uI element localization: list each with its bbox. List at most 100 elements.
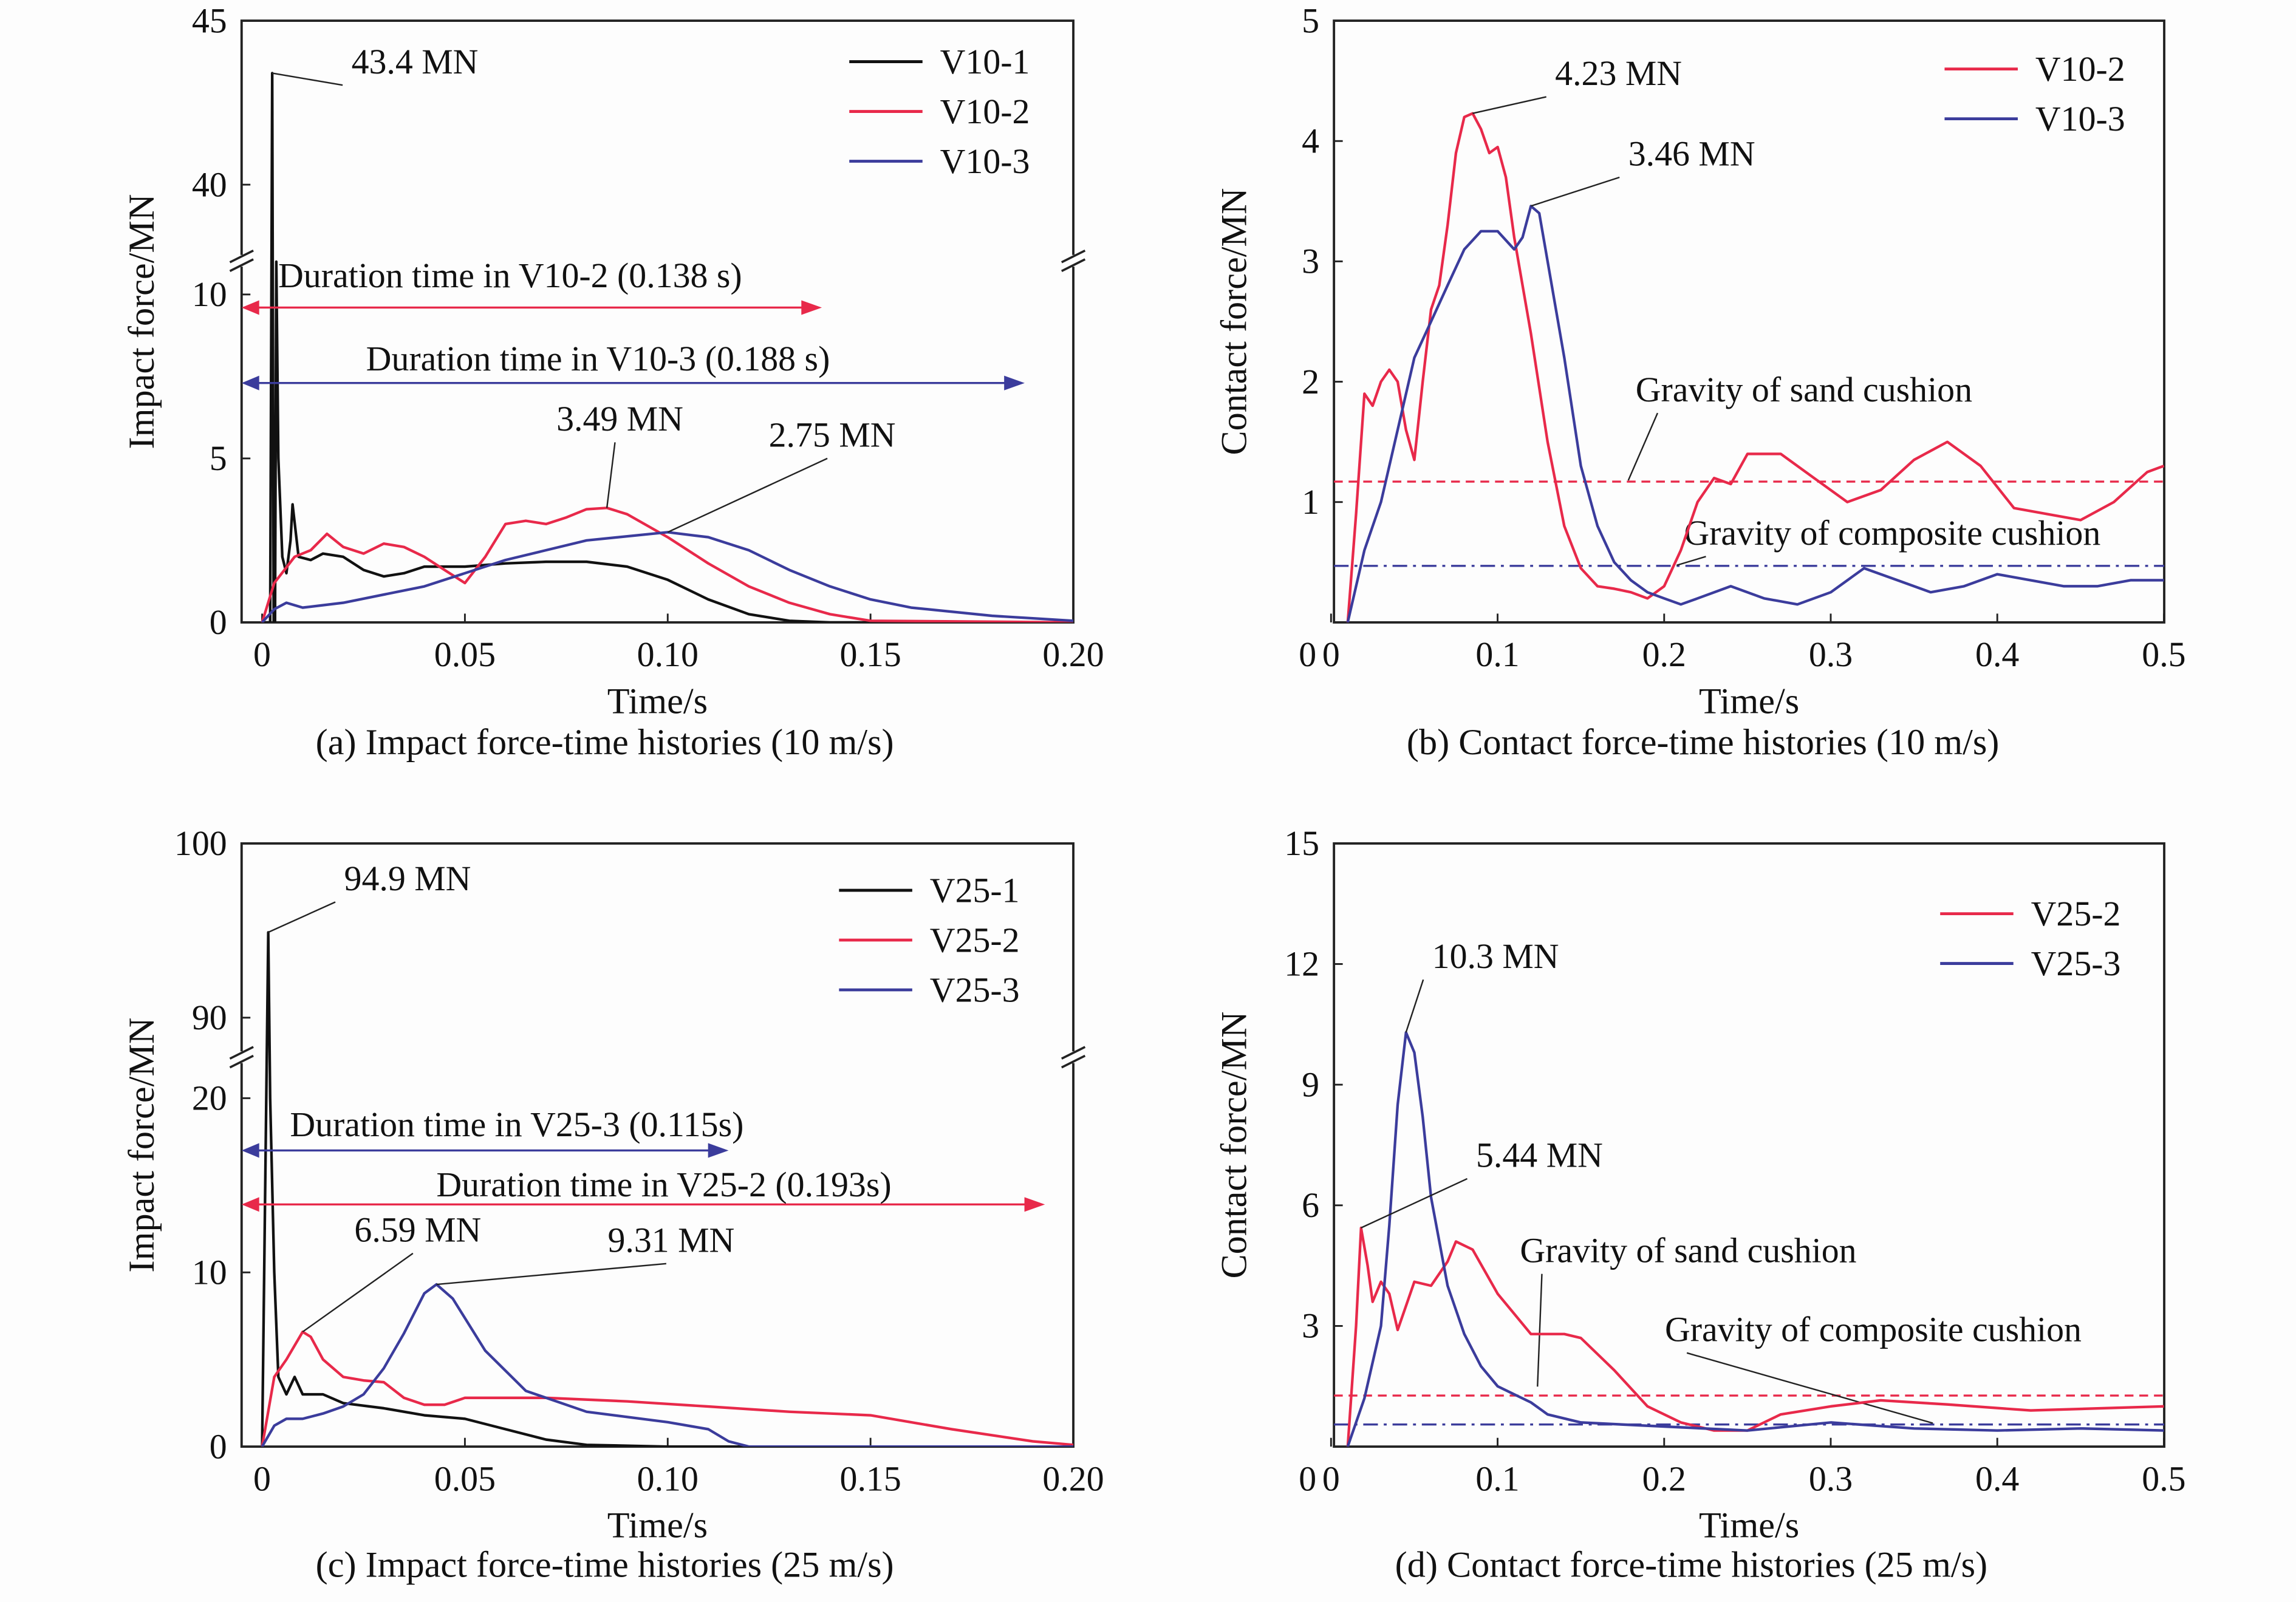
x-tick-label: 0	[1322, 1459, 1340, 1498]
x-tick-label: 0.5	[2142, 1459, 2185, 1498]
chart-panel-c: 0 0.05 0.10 0.15 0.20 0 10 20 90 100 Time/s Impact …	[121, 823, 1104, 1585]
chart-caption: (a) Impact force-time histories (10 m/s)	[316, 722, 894, 763]
x-tick-label: 0.10	[637, 1459, 699, 1498]
series-line-V10-3	[1346, 205, 2164, 622]
y-axis-label: Contact force/MN	[1214, 188, 1255, 455]
y-tick-label: 0	[210, 602, 227, 642]
x-tick-label: 0.3	[1809, 635, 1853, 674]
series-line-V25-1	[261, 931, 1074, 1447]
duration-arrowhead-left	[241, 375, 259, 390]
annotation-label: 3.49 MN	[556, 399, 683, 438]
x-tick-label: 0.1	[1475, 1459, 1519, 1498]
series-line-V10-1	[262, 72, 1074, 622]
x-tick-label: 0	[253, 635, 271, 674]
x-axis-label: Time/s	[607, 1505, 708, 1546]
x-tick-label: 0	[253, 1459, 271, 1498]
y-axis-label: Impact force/MN	[121, 1018, 162, 1273]
y-tick-label: 100	[174, 823, 227, 863]
legend-label: V25-1	[930, 870, 1020, 910]
annotation-label: 9.31 MN	[607, 1221, 734, 1260]
y-tick-label: 10	[192, 274, 227, 314]
series-line-V10-2	[1346, 112, 2165, 622]
x-tick-label: 0.05	[434, 1459, 496, 1498]
legend-label: V25-2	[2031, 894, 2121, 933]
legend-label: V25-3	[930, 970, 1020, 1009]
x-axis-label: Time/s	[607, 681, 708, 721]
y-tick-label: 40	[192, 165, 227, 204]
x-tick-label: 0.10	[637, 635, 699, 674]
y-tick-label: 45	[192, 1, 227, 40]
origin-tick-label: 0	[1299, 1459, 1316, 1498]
axis-break-mark	[229, 249, 254, 264]
origin-tick-label: 0	[1299, 635, 1316, 674]
legend: V25-2 V25-3	[1940, 894, 2120, 983]
reference-label: Gravity of composite cushion	[1684, 513, 2100, 553]
y-tick-label: 6	[1302, 1185, 1319, 1225]
x-tick-label: 0.4	[1975, 1459, 2019, 1498]
duration-arrowhead-right	[1004, 375, 1025, 390]
reference-leader	[1676, 556, 1706, 567]
axis-break-mark	[229, 1054, 254, 1069]
annotation-label: 43.4 MN	[352, 42, 479, 81]
chart-caption: (c) Impact force-time histories (25 m/s)	[316, 1545, 894, 1586]
legend-label: V10-3	[2035, 99, 2125, 138]
x-tick-label: 0.20	[1042, 635, 1104, 674]
duration-label: Duration time in V10-2 (0.138 s)	[278, 256, 742, 295]
y-tick-label: 5	[210, 438, 227, 478]
y-tick-label: 5	[1302, 1, 1319, 40]
duration-arrowhead-left	[241, 300, 259, 315]
legend: V10-2 V10-3	[1944, 49, 2125, 138]
annotation-label: 2.75 MN	[769, 415, 896, 455]
axis-break-mark	[229, 258, 254, 272]
duration-arrowhead-right	[708, 1143, 729, 1158]
x-axis-label: Time/s	[1699, 681, 1799, 721]
y-tick-label: 12	[1284, 944, 1319, 984]
y-tick-label: 9	[1302, 1065, 1319, 1104]
chart-panel-a: 0 0.05 0.10 0.15 0.20 0 5 10 40 45 Time/s Impact fo…	[121, 1, 1104, 763]
annotation-leader	[268, 901, 336, 933]
series-group	[1346, 112, 2165, 622]
annotation-leader	[302, 1252, 414, 1333]
annotation-leader	[1361, 1178, 1468, 1229]
series-line-V25-3	[1346, 1031, 2164, 1447]
duration-label: Duration time in V10-3 (0.188 s)	[366, 339, 830, 378]
annotation-label: 6.59 MN	[354, 1210, 481, 1250]
x-tick-label: 0.1	[1475, 635, 1519, 674]
plot-frame	[240, 19, 1075, 624]
x-axis-label: Time/s	[1699, 1505, 1799, 1546]
duration-arrowhead-left	[241, 1143, 259, 1158]
y-tick-label: 20	[192, 1079, 227, 1118]
y-tick-label: 10	[192, 1253, 227, 1292]
reference-label: Gravity of composite cushion	[1665, 1310, 2082, 1349]
annotation-label: 5.44 MN	[1476, 1136, 1603, 1175]
duration-arrowhead-left	[241, 1197, 259, 1212]
legend: V10-1 V10-2 V10-3	[849, 42, 1030, 181]
chart-panel-d: 0 0.1 0.2 0.3 0.4 0.5 0 3 6 9 12 15 Time/s Contact fo…	[1214, 823, 2186, 1586]
series-group	[261, 931, 1074, 1447]
y-tick-label: 15	[1284, 823, 1319, 863]
annotation-label: 4.23 MN	[1555, 53, 1682, 93]
chart-caption: (d) Contact force-time histories (25 m/s…	[1395, 1545, 1987, 1586]
x-tick-label: 0	[1322, 635, 1340, 674]
x-tick-label: 0.3	[1809, 1459, 1853, 1498]
x-tick-label: 0.15	[840, 635, 901, 674]
chart-caption: (b) Contact force-time histories (10 m/s…	[1407, 722, 1999, 763]
annotation-leader	[667, 457, 828, 533]
legend-label: V25-2	[930, 920, 1020, 959]
annotation-label: 3.46 MN	[1628, 134, 1755, 174]
plot-frame	[1333, 19, 2165, 624]
x-tick-label: 0.4	[1975, 635, 2019, 674]
reference-label: Gravity of sand cushion	[1520, 1230, 1856, 1270]
reference-leader	[1537, 1273, 1543, 1387]
annotation-label: 10.3 MN	[1432, 936, 1559, 976]
legend-label: V10-1	[940, 42, 1030, 81]
legend-label: V25-3	[2031, 944, 2121, 983]
duration-label: Duration time in V25-3 (0.115s)	[290, 1105, 743, 1144]
annotation-leader	[1472, 96, 1546, 114]
reference-leader	[1627, 412, 1659, 481]
series-line-V25-3	[261, 1283, 1074, 1447]
x-tick-label: 0.05	[434, 635, 496, 674]
duration-arrowhead-right	[801, 300, 822, 315]
y-tick-label: 3	[1302, 242, 1319, 281]
